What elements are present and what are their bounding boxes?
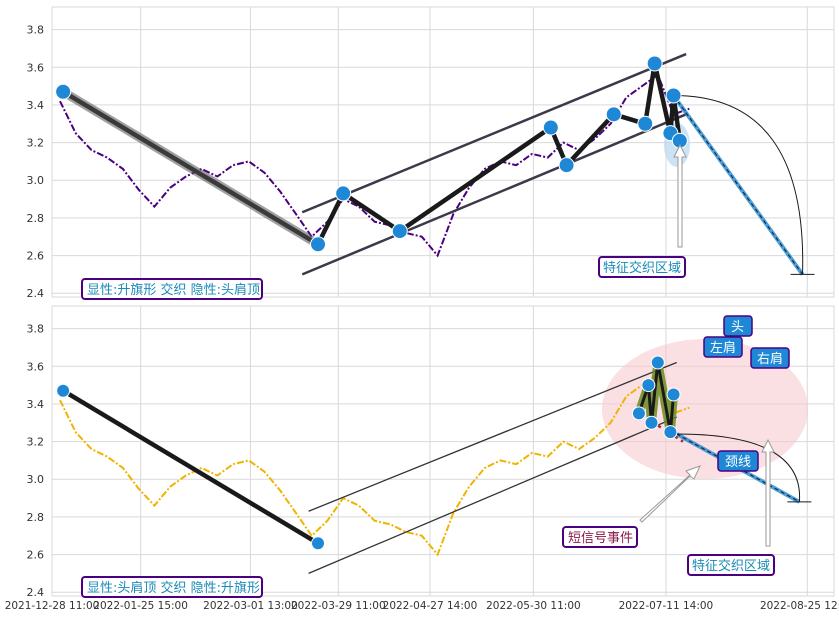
y-tick-label: 3.2 [27,137,45,150]
right-shoulder-label: 右肩 [750,347,790,369]
pattern-point-marker [335,185,352,202]
x-tick-label: 2022-01-25 15:00 [93,600,188,612]
y-tick-label: 3.4 [27,398,45,411]
y-tick-label: 2.4 [27,287,45,300]
legend-box-bottom: 显性:头肩顶 交织 隐性:升旗形 [81,576,263,598]
pattern-leg-shadow [60,87,321,249]
measure-arc [673,95,804,275]
y-tick-label: 3.0 [27,473,45,486]
legend-text-top: 显性:升旗形 交织 隐性:头肩顶 [87,282,260,298]
tick-label-layer: 2.4 2.6 2.8 3.0 3.2 3.4 3.6 3.8 2.4 2.6 2.8 3.0 3.2 3… [5,24,839,612]
legend-box-top: 显性:升旗形 交织 隐性:头肩顶 [81,278,263,300]
feature-zone-label-top: 特征交织区域 [603,260,681,276]
left-shoulder-label-text: 左肩 [710,340,736,356]
pattern-point-marker [631,406,646,421]
pattern-point-marker [665,87,682,104]
x-tick-label: 2022-07-11 14:00 [619,600,714,612]
x-tick-label: 2022-03-29 11:00 [291,600,386,612]
pattern-point-marker [663,425,678,440]
neckline-label-text: 颈线 [725,455,751,470]
pattern-point-marker [637,115,654,132]
x-tick-label: 2022-03-01 13:00 [203,600,298,612]
flag-channel-lower [308,416,677,575]
y-tick-label: 2.6 [27,549,45,562]
pattern-point-marker [310,536,325,551]
x-tick-label: 2022-08-25 12:00 [760,600,839,612]
head-label-text: 头 [731,320,744,335]
x-tick-label: 2021-12-28 11:00 [5,600,100,612]
feature-zone-callout-bottom: 特征交织区域 [687,438,775,576]
y-tick-label: 3.8 [27,323,45,336]
pattern-point-marker [641,378,656,393]
y-tick-label: 3.4 [27,99,45,112]
y-tick-label: 3.8 [27,24,45,37]
flag-channel-upper [301,52,687,214]
y-tick-label: 3.6 [27,61,45,74]
pattern-point-marker [644,415,659,430]
short-signal-callout: 短信号事件 [562,465,701,548]
price-series-line [59,73,690,258]
right-shoulder-label-text: 右肩 [757,351,783,367]
pattern-point-marker [55,83,72,100]
y-tick-label: 2.8 [27,212,45,225]
pattern-point-marker [56,383,71,398]
panel-top-frame [51,6,835,298]
x-tick-label: 2022-05-30 11:00 [486,600,581,612]
pattern-point-marker [542,119,559,136]
pattern-point-marker [558,157,575,174]
target-line-core [673,95,803,275]
head-label: 头 [723,315,753,337]
pattern-point-marker [309,236,326,253]
flag-channel-upper [308,361,677,512]
x-tick-label: 2022-04-27 14:00 [383,600,478,612]
pattern-point-marker [650,355,665,370]
left-shoulder-label: 左肩 [703,336,743,358]
pattern-point-marker [391,223,408,240]
y-tick-label: 2.6 [27,250,45,263]
pattern-point-marker [605,106,622,123]
series-layer [59,73,690,557]
neckline-label: 颈线 [717,450,759,472]
pattern-point-marker [646,55,663,72]
pattern-leg [61,388,320,546]
y-tick-label: 3.2 [27,436,45,449]
y-tick-label: 3.0 [27,174,45,187]
y-tick-label: 2.8 [27,511,45,524]
y-tick-label: 2.4 [27,586,45,599]
flag-channel-lower [301,113,687,276]
feature-zone-callout-top: 特征交织区域 [598,143,687,278]
price-series-line [59,372,690,557]
y-tick-label: 3.6 [27,360,45,373]
pattern-point-marker [666,387,681,402]
neckline-dashed [638,412,684,443]
feature-zone-label-bottom: 特征交织区域 [692,558,770,574]
legend-text-bottom: 显性:头肩顶 交织 隐性:升旗形 [87,580,260,596]
short-signal-label: 短信号事件 [568,531,633,546]
